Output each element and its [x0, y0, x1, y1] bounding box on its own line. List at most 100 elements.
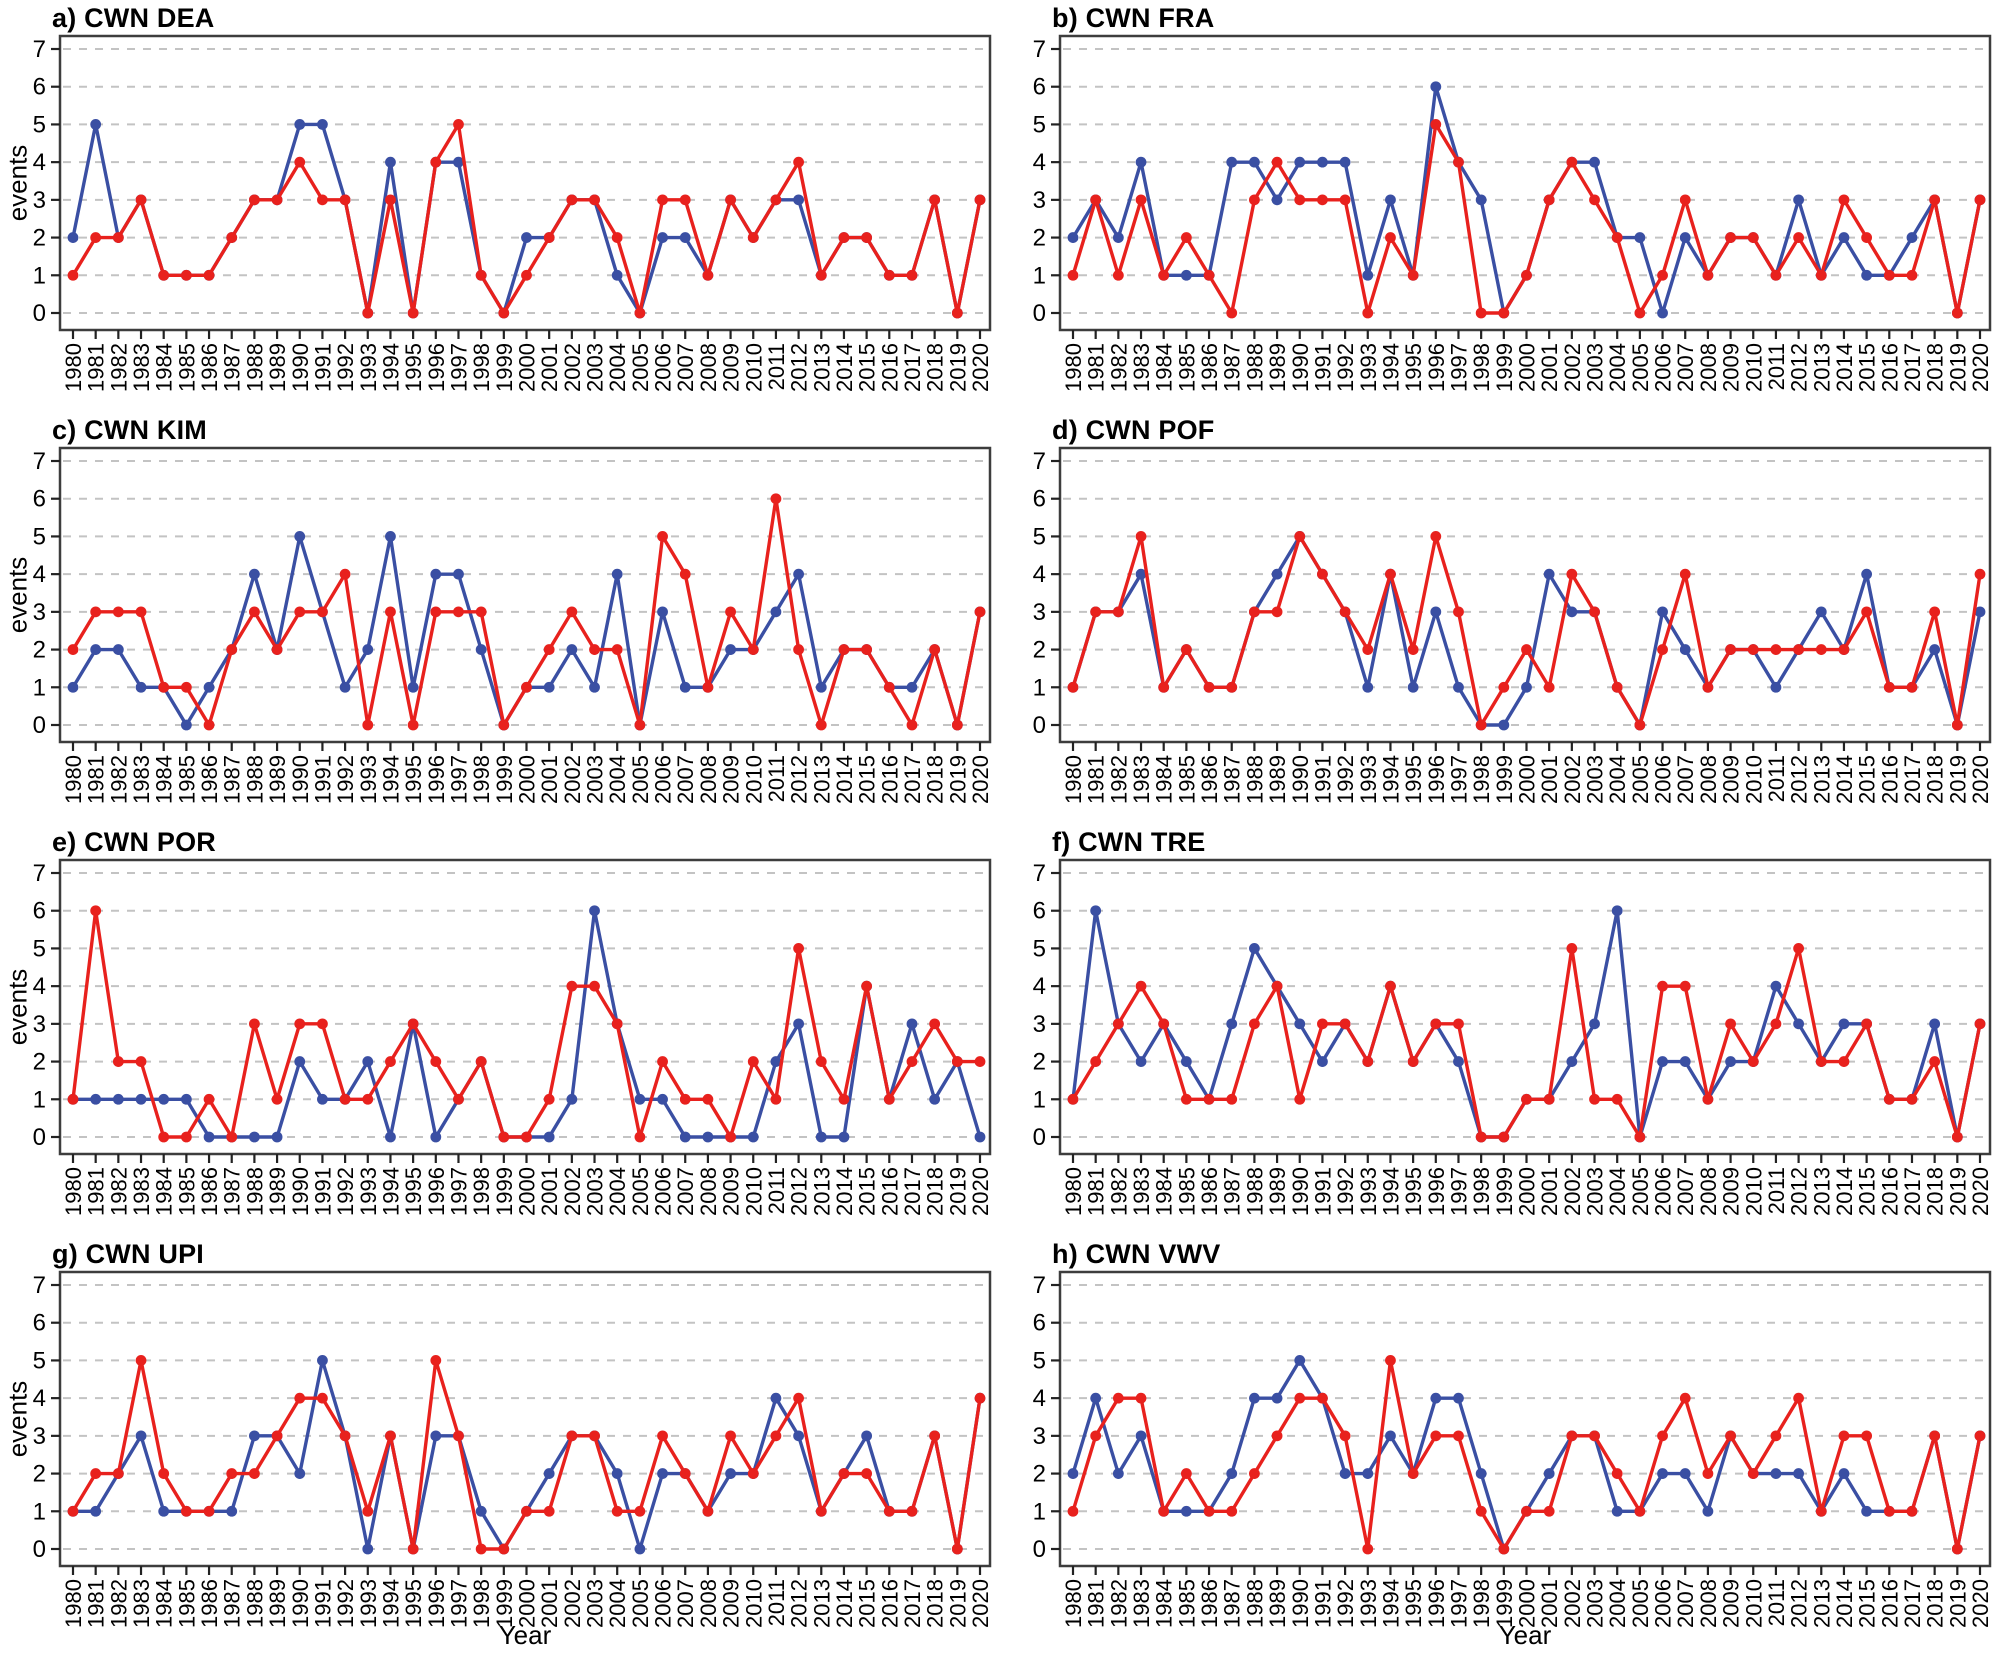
svg-text:2004: 2004	[605, 343, 630, 392]
svg-text:1992: 1992	[1333, 343, 1358, 392]
svg-text:1994: 1994	[1378, 755, 1403, 804]
svg-text:1985: 1985	[174, 343, 199, 392]
svg-text:1996: 1996	[424, 755, 449, 804]
svg-text:3: 3	[1033, 187, 1046, 214]
svg-text:1989: 1989	[1265, 1579, 1290, 1628]
svg-text:1996: 1996	[1424, 1167, 1449, 1216]
svg-text:2018: 2018	[1923, 755, 1948, 804]
svg-text:1990: 1990	[1288, 343, 1313, 392]
svg-text:2019: 2019	[1945, 1579, 1970, 1628]
svg-text:2005: 2005	[628, 1579, 653, 1628]
svg-text:2001: 2001	[1537, 343, 1562, 392]
svg-text:2016: 2016	[877, 1579, 902, 1628]
svg-text:1997: 1997	[1446, 1579, 1471, 1628]
svg-text:1988: 1988	[1242, 343, 1267, 392]
svg-text:7: 7	[1033, 1272, 1046, 1299]
svg-text:1997: 1997	[446, 755, 471, 804]
svg-text:1987: 1987	[1220, 755, 1245, 804]
svg-text:1982: 1982	[1106, 1579, 1131, 1628]
svg-text:1980: 1980	[61, 1579, 86, 1628]
svg-text:2002: 2002	[1560, 343, 1585, 392]
svg-text:1987: 1987	[220, 1167, 245, 1216]
svg-text:2016: 2016	[1877, 1579, 1902, 1628]
svg-text:2010: 2010	[1741, 755, 1766, 804]
svg-text:2017: 2017	[900, 1167, 925, 1216]
svg-text:1992: 1992	[1333, 1579, 1358, 1628]
svg-text:1982: 1982	[1106, 343, 1131, 392]
svg-text:1993: 1993	[356, 1579, 381, 1628]
svg-text:2020: 2020	[968, 755, 993, 804]
svg-text:1996: 1996	[1424, 755, 1449, 804]
panel-d: d) CWN POF 0 1 2 3 4 5 6 7 1980 1981 1982 1983 1984 1…	[1000, 412, 2000, 824]
svg-text:2020: 2020	[1968, 343, 1993, 392]
svg-text:2002: 2002	[560, 1167, 585, 1216]
svg-text:2005: 2005	[628, 343, 653, 392]
svg-text:1988: 1988	[242, 1579, 267, 1628]
panel-b: b) CWN FRA 0 1 2 3 4 5 6 7 1980 1981 1982 1983 1984 1…	[1000, 0, 2000, 412]
svg-text:2003: 2003	[583, 343, 608, 392]
svg-text:4: 4	[33, 1385, 46, 1412]
svg-text:2010: 2010	[1741, 343, 1766, 392]
svg-text:1999: 1999	[492, 343, 517, 392]
svg-text:2003: 2003	[583, 1167, 608, 1216]
svg-text:2012: 2012	[1787, 755, 1812, 804]
svg-text:1983: 1983	[129, 1167, 154, 1216]
svg-text:1993: 1993	[1356, 755, 1381, 804]
svg-text:1991: 1991	[1310, 343, 1335, 392]
svg-text:2015: 2015	[855, 343, 880, 392]
svg-text:2002: 2002	[560, 755, 585, 804]
x-axis-label: Year	[498, 1620, 552, 1650]
svg-text:2009: 2009	[719, 1579, 744, 1628]
svg-text:1982: 1982	[1106, 755, 1131, 804]
svg-text:1993: 1993	[1356, 1167, 1381, 1216]
svg-text:2012: 2012	[787, 755, 812, 804]
svg-text:7: 7	[33, 1272, 46, 1299]
svg-text:2008: 2008	[1696, 343, 1721, 392]
svg-text:1993: 1993	[356, 1167, 381, 1216]
svg-text:2004: 2004	[605, 755, 630, 804]
svg-text:1983: 1983	[1129, 755, 1154, 804]
svg-text:6: 6	[33, 898, 46, 925]
svg-text:0: 0	[1033, 1124, 1046, 1151]
svg-text:1997: 1997	[446, 1579, 471, 1628]
svg-text:2017: 2017	[900, 1579, 925, 1628]
svg-text:4: 4	[33, 973, 46, 1000]
svg-text:2011: 2011	[1764, 1167, 1789, 1214]
svg-text:1985: 1985	[1174, 755, 1199, 804]
svg-text:7: 7	[33, 36, 46, 63]
svg-text:1995: 1995	[401, 343, 426, 392]
svg-text:5: 5	[33, 523, 46, 550]
svg-text:1980: 1980	[1061, 343, 1086, 392]
svg-text:2015: 2015	[1855, 755, 1880, 804]
x-axis-label: Year	[1498, 1620, 1552, 1650]
svg-text:2014: 2014	[832, 343, 857, 392]
svg-text:1980: 1980	[61, 1167, 86, 1216]
panel-f: f) CWN TRE 0 1 2 3 4 5 6 7 1980 1981 1982 1983 1984 1…	[1000, 824, 2000, 1236]
svg-text:2007: 2007	[1673, 1579, 1698, 1628]
svg-text:1983: 1983	[1129, 1579, 1154, 1628]
svg-text:7: 7	[33, 860, 46, 887]
svg-text:3: 3	[33, 599, 46, 626]
svg-text:1992: 1992	[333, 1579, 358, 1628]
svg-text:2004: 2004	[605, 1167, 630, 1216]
svg-text:3: 3	[1033, 599, 1046, 626]
svg-text:1: 1	[1033, 1086, 1046, 1113]
svg-text:2002: 2002	[560, 343, 585, 392]
svg-text:5: 5	[33, 935, 46, 962]
svg-text:2006: 2006	[651, 343, 676, 392]
svg-text:1985: 1985	[174, 755, 199, 804]
svg-text:1993: 1993	[356, 755, 381, 804]
svg-text:2020: 2020	[968, 1167, 993, 1216]
svg-text:1987: 1987	[1220, 343, 1245, 392]
svg-text:5: 5	[1033, 1347, 1046, 1374]
svg-text:1982: 1982	[106, 343, 131, 392]
svg-text:2003: 2003	[1583, 1167, 1608, 1216]
svg-text:1980: 1980	[61, 755, 86, 804]
svg-text:1980: 1980	[1061, 755, 1086, 804]
svg-text:1998: 1998	[1469, 1167, 1494, 1216]
svg-text:1984: 1984	[1152, 1579, 1177, 1628]
svg-text:6: 6	[33, 74, 46, 101]
svg-text:2: 2	[1033, 1049, 1046, 1076]
svg-text:2017: 2017	[1900, 343, 1925, 392]
svg-text:2001: 2001	[1537, 1167, 1562, 1216]
